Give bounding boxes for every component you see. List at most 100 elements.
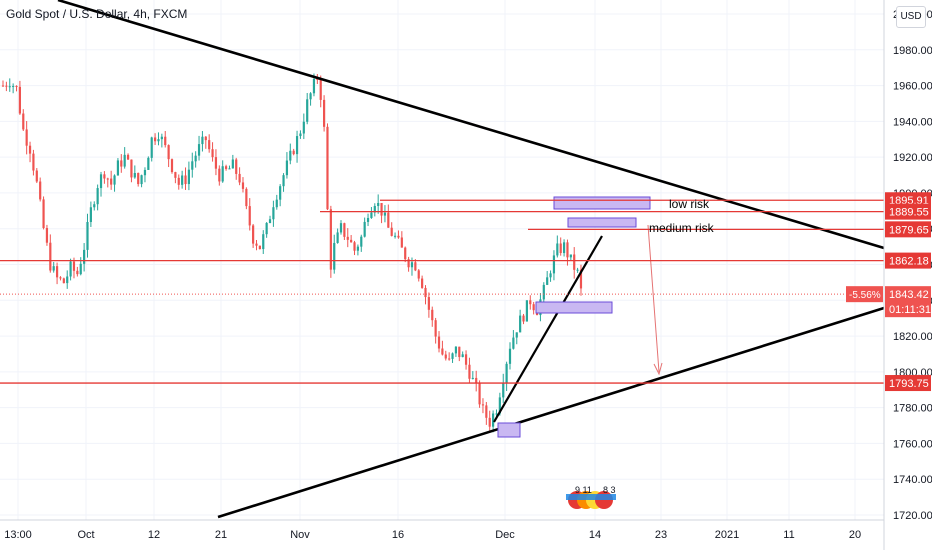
y-tick-label: 1720.00 [893,510,932,522]
candle-body [245,188,248,207]
candle-body [45,228,49,243]
candle-body [72,261,76,271]
upper-trendline [57,0,885,250]
candle-body [562,242,566,254]
candle-body [113,175,116,185]
candle-body [295,136,299,155]
candle-body [208,140,211,150]
candle-body [424,287,427,298]
candle-body [556,243,559,256]
candle-body [231,159,234,169]
candle-body [130,159,133,178]
candle-body [197,144,201,156]
candle-body [451,353,454,359]
candle-body [431,309,434,321]
candle-body [32,153,35,171]
candle-body [383,212,387,216]
lower-trendline [217,306,885,519]
candle-body [481,404,485,406]
candle-body [147,157,150,170]
candle-body [478,383,481,405]
candle-body [275,199,278,208]
candle-body [566,242,569,258]
candle-body [427,297,430,310]
candle-body [55,266,59,278]
projection-arrow [647,224,660,373]
candle-body [458,346,461,358]
candle-body [1,85,5,87]
y-tick-label: 1740.00 [893,474,932,486]
candle-body [468,364,471,379]
candle-body [252,225,255,244]
candle-body [194,155,197,162]
candle-body [133,172,136,178]
candle-body [390,227,393,236]
candle-body [495,413,498,415]
candle-body [515,332,518,338]
candle-body [508,348,512,364]
candle-body [103,174,106,179]
candle-body [154,137,157,142]
current-price-badge [885,286,931,318]
candle-body [363,221,366,237]
candle-body [28,145,32,154]
candle-body [262,234,265,250]
candle-body [346,236,349,240]
x-tick-label: 16 [392,529,404,541]
y-tick-label: 1920.00 [893,152,932,164]
currency-button[interactable]: USD [896,6,926,28]
candle-body [339,223,343,233]
candle-body [397,235,400,238]
candle-body [177,177,180,185]
candle-body [336,232,339,243]
candle-body [99,174,103,189]
zone-box-entry [535,301,613,314]
candle-body [454,346,458,354]
level-badge [885,375,931,392]
candle-body [268,219,272,223]
candle-body [221,166,224,182]
x-tick-label: 2021 [715,529,739,541]
candle-body [552,255,556,274]
candle-body [350,239,353,243]
candle-body [498,397,501,414]
candle-body [167,145,170,160]
candle-body [437,336,441,349]
candle-body [140,175,143,185]
candle-body [279,186,282,200]
candle-body [211,149,214,158]
countdown-label: 01:11:31 [889,304,931,316]
candle-body [66,276,69,284]
candle-body [522,315,525,322]
candle-body [421,278,424,288]
candle-body [52,266,55,271]
candle-body [282,175,285,187]
candle-body [49,242,52,271]
x-tick-label: 11 [783,529,794,541]
candle-body [83,249,86,264]
candle-body [204,136,207,141]
candle-body [157,139,160,142]
candle-body [106,178,109,180]
level-badge-label: 1889.55 [889,207,929,219]
candle-body [360,236,363,247]
candle-body [475,377,478,384]
candle-body [542,284,545,300]
candle-body [546,277,549,285]
candle-body [488,417,491,427]
candle-body [292,150,295,155]
candle-body [224,166,228,169]
candle-body [181,175,184,185]
candle-body [400,237,403,248]
candle-body [529,300,532,305]
annotation-medium-risk: medium risk [649,221,715,235]
candle-body [519,315,522,333]
candle-body [18,86,21,114]
price-axis: 1720.001740.001760.001780.001800.001820.… [883,0,932,550]
horizontal-levels [0,199,884,384]
candle-body [116,160,120,176]
y-tick-label: 1940.00 [893,116,932,128]
candle-body [316,78,319,80]
zone-box-bottom [497,422,521,438]
